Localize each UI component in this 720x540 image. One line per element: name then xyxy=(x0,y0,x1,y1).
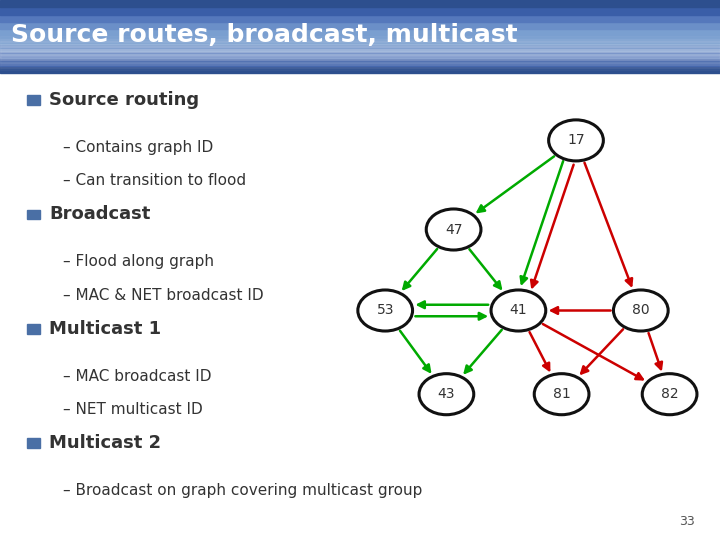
Circle shape xyxy=(549,120,603,161)
Circle shape xyxy=(426,209,481,250)
Text: 53: 53 xyxy=(377,303,394,318)
Text: 47: 47 xyxy=(445,222,462,237)
Bar xyxy=(27,95,40,105)
Text: 81: 81 xyxy=(553,387,570,401)
Bar xyxy=(0,36,720,44)
Bar xyxy=(0,22,720,29)
Text: – Can transition to flood: – Can transition to flood xyxy=(63,173,246,188)
Bar xyxy=(27,210,40,219)
Text: 41: 41 xyxy=(510,303,527,318)
Bar xyxy=(0,67,720,70)
Bar xyxy=(0,64,720,68)
Text: Source routes, broadcast, multicast: Source routes, broadcast, multicast xyxy=(11,23,518,47)
Bar xyxy=(0,51,720,55)
Bar xyxy=(0,46,720,50)
Bar xyxy=(0,69,720,73)
Bar xyxy=(0,59,720,63)
Bar xyxy=(0,26,720,30)
Bar xyxy=(0,54,720,58)
Text: 82: 82 xyxy=(661,387,678,401)
Bar xyxy=(27,438,40,448)
Bar xyxy=(0,8,720,15)
Bar xyxy=(0,29,720,32)
Text: 43: 43 xyxy=(438,387,455,401)
Bar xyxy=(0,23,720,27)
Bar xyxy=(0,41,720,45)
Bar xyxy=(0,31,720,35)
Bar xyxy=(0,57,720,60)
Bar xyxy=(0,44,720,51)
Bar xyxy=(0,39,720,42)
Text: Source routing: Source routing xyxy=(49,91,199,109)
Bar xyxy=(0,33,720,37)
Bar xyxy=(0,0,720,7)
Bar xyxy=(0,44,720,48)
Bar xyxy=(27,324,40,334)
Text: – Contains graph ID: – Contains graph ID xyxy=(63,140,214,155)
Text: 17: 17 xyxy=(567,133,585,147)
Bar xyxy=(0,51,720,58)
Bar xyxy=(0,36,720,40)
Text: – Broadcast on graph covering multicast group: – Broadcast on graph covering multicast … xyxy=(63,483,423,498)
Circle shape xyxy=(358,290,413,331)
Bar xyxy=(0,62,720,65)
Text: – Flood along graph: – Flood along graph xyxy=(63,254,215,269)
Bar xyxy=(0,15,720,22)
Bar xyxy=(0,65,720,73)
Text: Multicast 1: Multicast 1 xyxy=(49,320,161,338)
Text: Multicast 2: Multicast 2 xyxy=(49,434,161,453)
Circle shape xyxy=(419,374,474,415)
Circle shape xyxy=(534,374,589,415)
Text: – MAC broadcast ID: – MAC broadcast ID xyxy=(63,369,212,384)
Bar xyxy=(0,58,720,65)
Circle shape xyxy=(613,290,668,331)
Text: – NET multicast ID: – NET multicast ID xyxy=(63,402,203,417)
Bar xyxy=(0,49,720,52)
Text: 33: 33 xyxy=(679,515,695,528)
Circle shape xyxy=(491,290,546,331)
Text: 80: 80 xyxy=(632,303,649,318)
Circle shape xyxy=(642,374,697,415)
Text: – MAC & NET broadcast ID: – MAC & NET broadcast ID xyxy=(63,288,264,303)
Text: Broadcast: Broadcast xyxy=(49,205,150,224)
Bar xyxy=(0,29,720,36)
Bar xyxy=(0,21,720,24)
